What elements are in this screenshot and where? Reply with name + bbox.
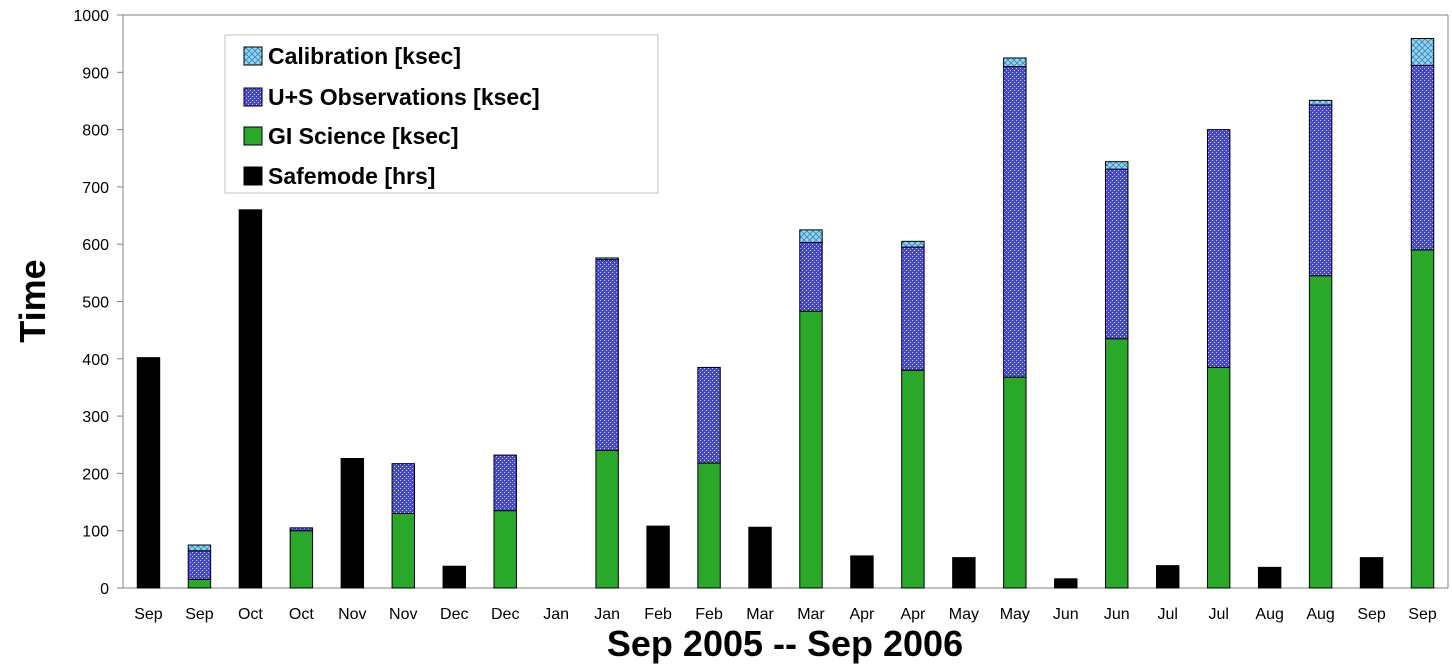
bar-segment [1308, 104, 1333, 277]
y-tick-label: 600 [82, 237, 109, 254]
bar-segment [850, 555, 874, 589]
bar-segment [1156, 565, 1180, 589]
bar-segment [493, 510, 517, 589]
bar-segment [697, 462, 721, 589]
y-tick-label: 700 [82, 180, 109, 197]
y-tick-label: 500 [82, 295, 109, 312]
x-tick-label: Sep [1408, 606, 1437, 623]
x-tick-label: May [1000, 606, 1030, 623]
bar-segment [391, 463, 416, 515]
bar-segment [1054, 578, 1078, 589]
x-tick-label: Mar [746, 606, 774, 623]
x-tick-label: Jul [1208, 606, 1228, 623]
bar-segment [697, 366, 721, 464]
y-axis-title: Time [12, 259, 53, 342]
bar-segment [187, 578, 212, 589]
y-tick-label: 400 [82, 352, 109, 369]
bar-segment [1308, 99, 1333, 106]
bar-segment [442, 565, 466, 589]
bar-segment [1206, 129, 1231, 368]
x-tick-label: Nov [389, 606, 417, 623]
x-tick-label: Nov [338, 606, 366, 623]
y-tick-label: 1000 [73, 8, 109, 25]
x-tick-label: Jul [1157, 606, 1177, 623]
y-tick-label: 900 [82, 65, 109, 82]
bars [136, 37, 1435, 589]
y-tick-label: 0 [100, 581, 109, 598]
bar-segment [340, 458, 365, 589]
x-tick-label: Apr [900, 606, 926, 623]
bar-segment [646, 525, 670, 589]
bar-segment [799, 310, 823, 589]
x-ticks: Sep Sep Oct Oct Nov Nov Dec Dec Jan Jan Feb Feb Mar M… [134, 606, 1437, 623]
legend-label: Safemode [hrs] [268, 163, 435, 189]
x-tick-label: Dec [491, 606, 519, 623]
bar-segment [1359, 557, 1384, 589]
x-tick-label: Feb [695, 606, 723, 623]
bar-segment [901, 240, 925, 248]
bar-segment [799, 241, 823, 312]
bar-segment [1003, 57, 1027, 68]
bar-segment [187, 544, 212, 552]
bar-segment [901, 369, 925, 589]
y-tick-label: 100 [82, 524, 109, 541]
bar-segment [289, 530, 314, 589]
bar-segment [1206, 366, 1231, 589]
x-tick-label: Jun [1104, 606, 1130, 623]
legend-label: GI Science [ksec] [268, 123, 459, 149]
legend-label: Calibration [ksec] [268, 43, 461, 69]
bar-segment [1003, 376, 1027, 589]
legend: Calibration [ksec] U+S Observations [ksec… [224, 34, 659, 194]
bar-segment [901, 246, 925, 371]
bar-segment [1308, 275, 1333, 589]
y-tick-label: 300 [82, 409, 109, 426]
x-tick-label: Feb [644, 606, 672, 623]
bar-segment [1410, 37, 1435, 66]
bar-segment [1105, 161, 1129, 170]
x-tick-label: Sep [185, 606, 214, 623]
y-tick-label: 200 [82, 466, 109, 483]
x-tick-label: Jan [543, 606, 569, 623]
x-tick-label: Sep [1357, 606, 1386, 623]
bar-segment [799, 229, 823, 243]
x-tick-label: Apr [849, 606, 875, 623]
x-tick-label: Dec [440, 606, 468, 623]
bar-segment [748, 526, 772, 589]
y-ticks: 0 100 200 300 400 500 600 700 800 900 1000 [73, 8, 123, 598]
bar-segment [1105, 338, 1129, 589]
bar-segment [952, 557, 976, 589]
bar-segment [595, 449, 619, 589]
x-tick-label: Jun [1053, 606, 1079, 623]
bar-segment [289, 527, 314, 532]
bar-segment [595, 259, 619, 451]
x-axis-title: Sep 2005 -- Sep 2006 [607, 623, 963, 664]
x-tick-label: Jan [594, 606, 620, 623]
x-tick-label: Mar [797, 606, 825, 623]
x-tick-label: Aug [1306, 606, 1334, 623]
legend-swatch [243, 166, 263, 186]
legend-swatch [243, 87, 263, 107]
x-tick-label: Aug [1255, 606, 1283, 623]
x-tick-label: Oct [289, 606, 314, 623]
bar-segment [1410, 64, 1435, 251]
x-tick-label: Sep [134, 606, 163, 623]
y-tick-label: 800 [82, 123, 109, 140]
legend-label: U+S Observations [ksec] [268, 84, 540, 110]
bar-segment [595, 257, 619, 261]
bar-segment [187, 550, 212, 580]
bar-segment [136, 357, 161, 589]
x-tick-label: Oct [238, 606, 263, 623]
bar-segment [1410, 249, 1435, 589]
bar-segment [1257, 566, 1282, 589]
x-tick-label: May [949, 606, 979, 623]
legend-swatch [243, 46, 263, 66]
bar-segment [391, 513, 416, 589]
bar-segment [1105, 168, 1129, 340]
bar-segment [238, 209, 263, 589]
bar-segment [493, 454, 517, 512]
legend-box [224, 34, 659, 194]
bar-segment [1003, 66, 1027, 378]
legend-swatch [243, 126, 263, 146]
